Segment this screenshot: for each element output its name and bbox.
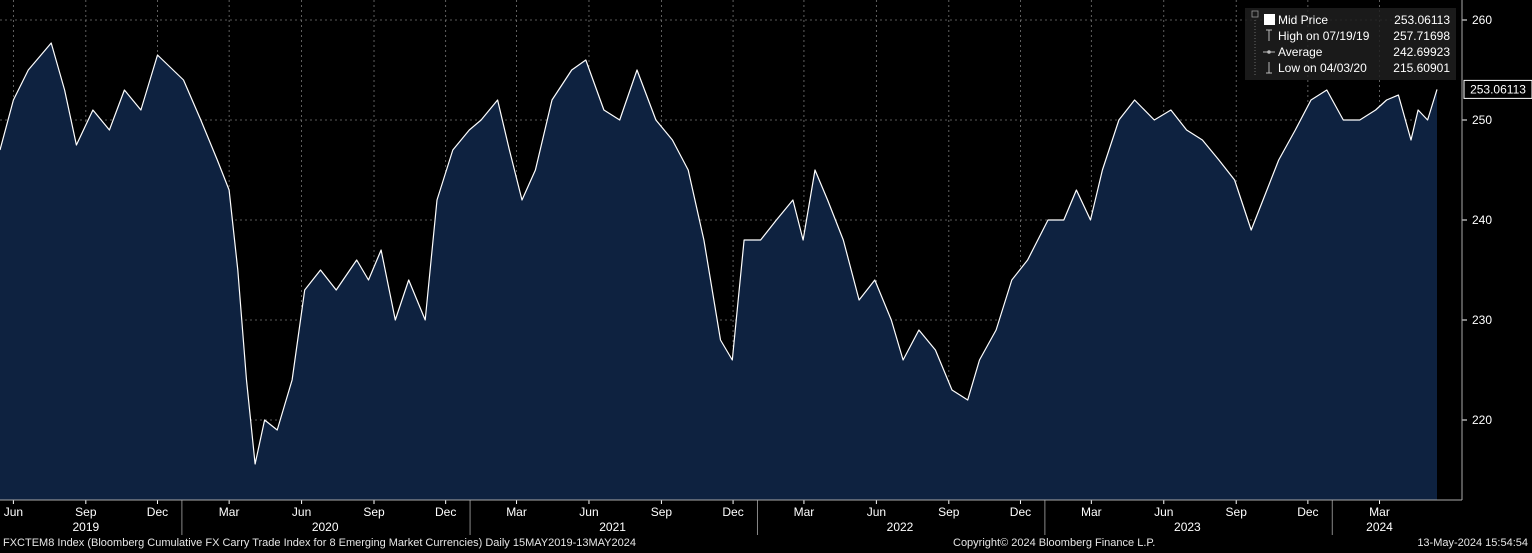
y-tick-label: 220 <box>1472 413 1492 427</box>
x-tick-label: Jun <box>292 505 311 519</box>
legend-value: 257.71698 <box>1393 29 1450 43</box>
x-tick-label: Mar <box>506 505 527 519</box>
x-tick-label: Jun <box>4 505 23 519</box>
last-value-box <box>1463 79 1532 99</box>
x-tick-label: Sep <box>75 505 97 519</box>
legend-value: 215.60901 <box>1393 61 1450 75</box>
x-tick-label: Mar <box>219 505 240 519</box>
year-label: 2024 <box>1366 520 1393 534</box>
x-tick-label: Jun <box>579 505 598 519</box>
legend-box <box>1245 8 1456 80</box>
x-tick-label: Dec <box>435 505 456 519</box>
x-tick-label: Dec <box>1297 505 1318 519</box>
x-tick-label: Mar <box>1081 505 1102 519</box>
y-tick-label: 230 <box>1472 313 1492 327</box>
x-tick-label: Mar <box>794 505 815 519</box>
x-axis: Jun Sep Dec Mar Jun Sep Dec Mar Jun Sep Dec Mar Jun S… <box>0 499 1462 535</box>
year-label: 2022 <box>887 520 914 534</box>
footer-timestamp: 13-May-2024 15:54:54 <box>1417 537 1528 549</box>
x-tick-label: Mar <box>1369 505 1390 519</box>
x-tick-label: Sep <box>938 505 960 519</box>
year-label: 2023 <box>1174 520 1201 534</box>
legend-label: High on 07/19/19 <box>1278 29 1370 43</box>
year-label: 2021 <box>599 520 626 534</box>
footer-description: FXCTEM8 Index (Bloomberg Cumulative FX C… <box>3 537 636 549</box>
collapse-icon <box>1251 10 1259 18</box>
average-dot-icon <box>1267 50 1271 54</box>
x-tick-label: Sep <box>363 505 385 519</box>
last-value-label: 253.06113 <box>1470 82 1526 96</box>
legend-label: Mid Price <box>1278 13 1328 27</box>
footer-copyright: Copyright© 2024 Bloomberg Finance L.P. <box>953 537 1156 549</box>
y-tick-label: 240 <box>1472 213 1492 227</box>
x-tick-label: Sep <box>1226 505 1248 519</box>
x-tick-label: Dec <box>722 505 743 519</box>
legend-label: Average <box>1278 45 1323 59</box>
series-area <box>0 42 1438 500</box>
x-tick-label: Jun <box>867 505 886 519</box>
x-tick-label: Dec <box>1010 505 1031 519</box>
legend-value: 242.69923 <box>1393 45 1450 59</box>
legend-value: 253.06113 <box>1394 13 1450 27</box>
year-label: 2019 <box>72 520 99 534</box>
legend-square-icon <box>1264 14 1275 25</box>
x-tick-label: Jun <box>1154 505 1173 519</box>
series-line-mid-price <box>0 42 1438 465</box>
x-tick-label: Dec <box>147 505 168 519</box>
legend-label: Low on 04/03/20 <box>1278 61 1367 75</box>
legend: Mid Price 253.06113 High on 07/19/19 257.71… <box>1245 8 1456 80</box>
y-tick-label: 260 <box>1472 13 1492 27</box>
x-tick-label: Sep <box>651 505 673 519</box>
series-fill-mid-price <box>0 43 1437 500</box>
chart: Jun Sep Dec Mar Jun Sep Dec Mar Jun Sep Dec Mar Jun S… <box>0 0 1532 535</box>
y-axis: 220 230 240 250 260 253.06113 <box>1461 0 1532 500</box>
y-tick-label: 250 <box>1472 113 1492 127</box>
year-label: 2020 <box>312 520 339 534</box>
